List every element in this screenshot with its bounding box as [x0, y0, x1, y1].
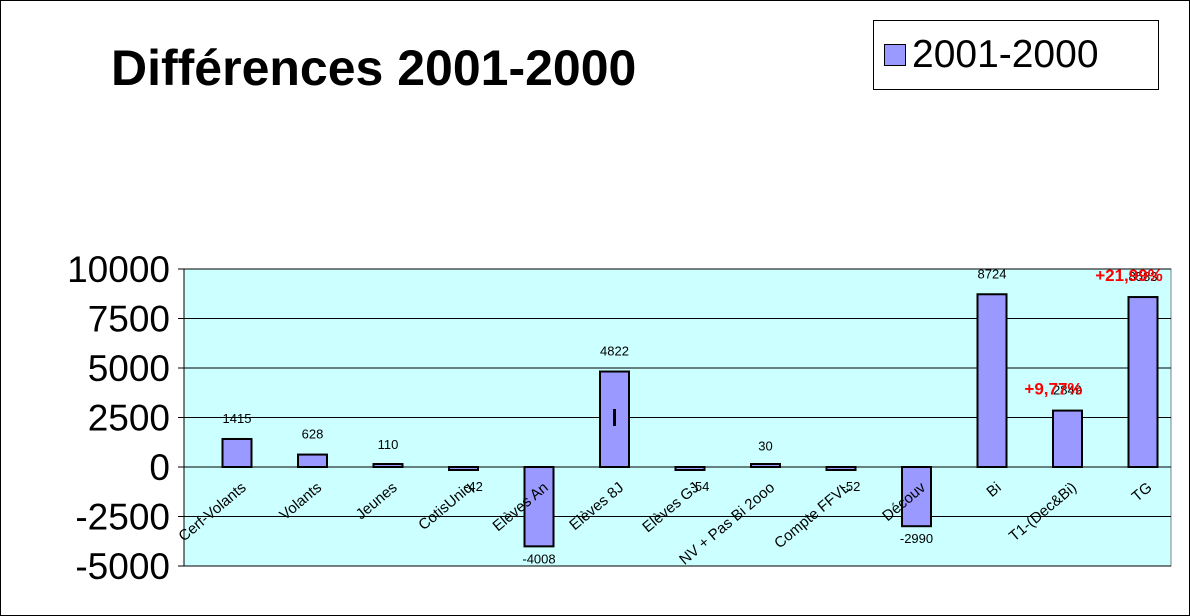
- legend-label: 2001-2000: [912, 33, 1099, 76]
- y-tick-label: -5000: [75, 546, 170, 587]
- data-label: -4008: [522, 551, 555, 566]
- data-label: 1415: [223, 411, 252, 426]
- data-label: -54: [691, 479, 710, 494]
- bar: [1052, 409, 1083, 469]
- data-label: -2990: [900, 531, 933, 546]
- bar: [221, 437, 253, 469]
- bar: [523, 466, 555, 548]
- y-tick-label: 2500: [88, 398, 170, 439]
- legend: 2001-2000: [873, 20, 1159, 90]
- data-label: 110: [378, 437, 399, 452]
- data-label: -52: [842, 479, 861, 494]
- y-tick-label: 0: [149, 447, 170, 488]
- y-tick-label: -2500: [75, 497, 170, 538]
- bar: [976, 293, 1008, 468]
- data-label: 30: [758, 438, 772, 453]
- legend-swatch: [884, 44, 906, 66]
- y-tick-label: 5000: [88, 348, 170, 389]
- data-label: 2849: [1053, 383, 1082, 398]
- data-label: 628: [302, 427, 324, 442]
- data-label: 8583: [1129, 269, 1158, 284]
- data-label: -42: [464, 479, 483, 494]
- percent-annotation: +21,99%: [1095, 266, 1163, 285]
- percent-annotation: +9,77%: [1024, 380, 1082, 399]
- y-tick-label: 7500: [88, 299, 170, 340]
- data-label: 4822: [600, 344, 629, 359]
- bar: [1127, 296, 1159, 469]
- bar: [297, 453, 328, 469]
- data-label: 8724: [978, 266, 1007, 281]
- y-tick-label: 10000: [67, 249, 170, 290]
- chart-title: Différences 2001-2000: [111, 40, 637, 96]
